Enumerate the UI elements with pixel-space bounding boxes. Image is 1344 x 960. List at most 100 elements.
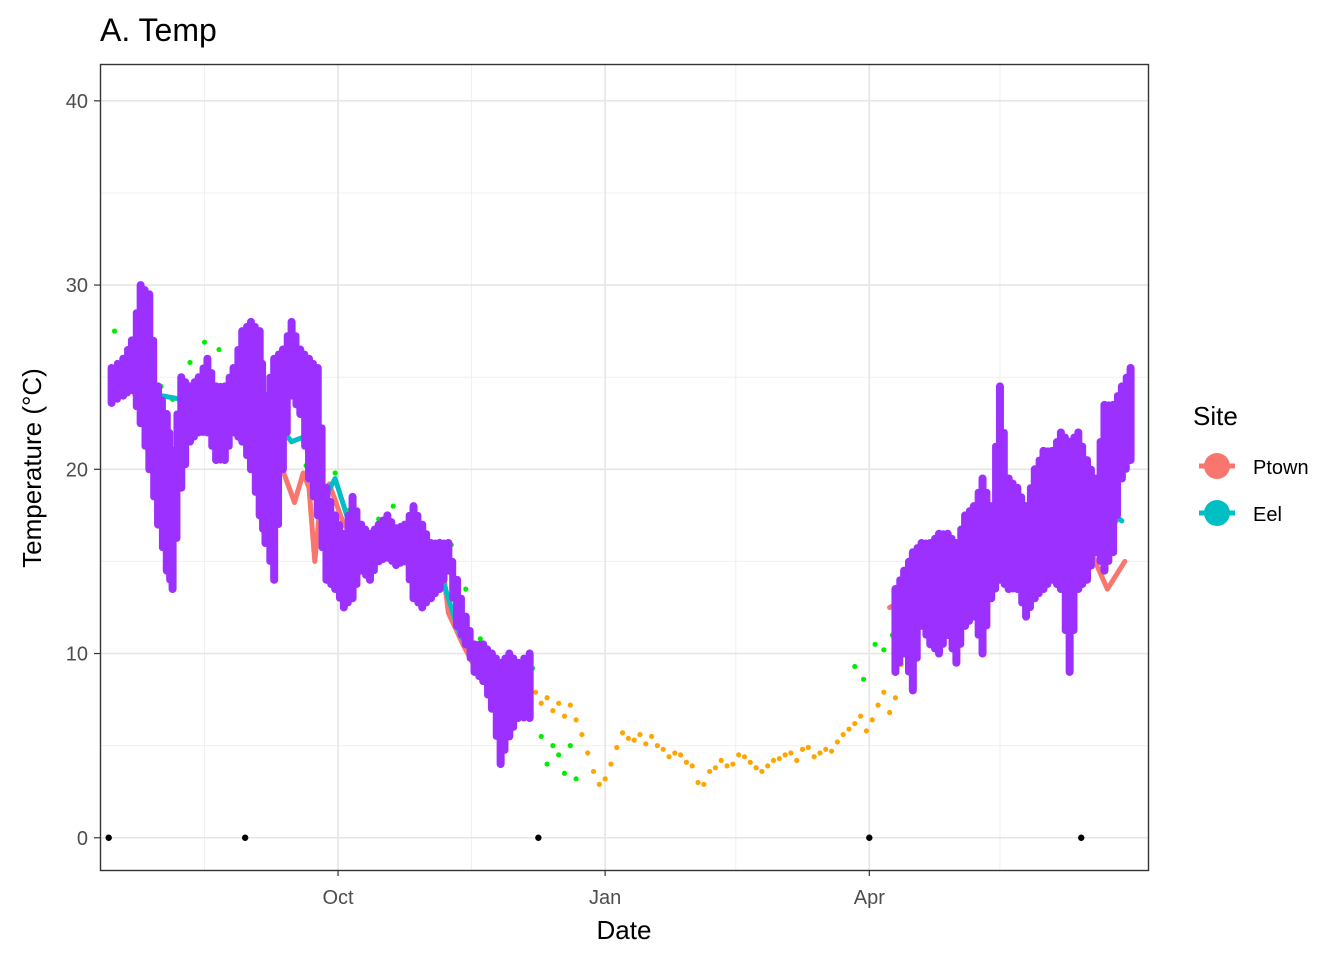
- data-point: [863, 728, 870, 734]
- y-tick-label: 0: [77, 828, 88, 850]
- data-point: [857, 713, 864, 719]
- x-axis: Oct Jan Apr: [322, 870, 885, 909]
- data-point: [477, 636, 483, 642]
- x-tick-label: Jan: [589, 887, 621, 909]
- data-point: [602, 776, 608, 782]
- data-point: [776, 755, 782, 762]
- data-point: [794, 757, 800, 763]
- data-point: [187, 359, 193, 366]
- data-point: [678, 752, 684, 758]
- data-point: [241, 834, 249, 841]
- data-point: [730, 761, 736, 767]
- data-point: [538, 700, 544, 706]
- data-point: [782, 752, 788, 758]
- data-point: [332, 470, 338, 476]
- data-point: [869, 717, 875, 723]
- data-point: [852, 663, 858, 670]
- data-point: [672, 750, 678, 756]
- data-point: [892, 695, 899, 701]
- data-point: [805, 744, 811, 751]
- data-point: [643, 741, 649, 747]
- data-point: [590, 768, 597, 775]
- data-point: [567, 702, 573, 708]
- data-point: [550, 743, 556, 749]
- data-point: [561, 770, 568, 776]
- data-point: [585, 750, 591, 756]
- data-point: [556, 752, 562, 758]
- data-point: [614, 744, 620, 751]
- data-point: [573, 776, 579, 782]
- y-axis: 0 10 20 30 40: [66, 91, 100, 850]
- data-point: [619, 730, 626, 736]
- data-point: [875, 702, 881, 708]
- data-point: [631, 737, 637, 743]
- data-point: [718, 757, 724, 763]
- data-point: [538, 733, 544, 740]
- data-point: [866, 834, 873, 841]
- y-tick-label: 30: [66, 275, 88, 297]
- data-point: [561, 713, 568, 719]
- data-point: [840, 731, 846, 738]
- series-band: [107, 281, 1135, 769]
- legend-label: Ptown: [1253, 457, 1309, 479]
- legend: Site Ptown Eel: [1193, 401, 1309, 526]
- x-tick-label: Apr: [854, 887, 885, 909]
- data-point: [846, 726, 852, 732]
- data-point: [532, 689, 539, 695]
- data-point: [1078, 834, 1085, 841]
- data-point: [654, 743, 660, 749]
- data-point: [741, 754, 748, 760]
- legend-key-dot: [1204, 500, 1230, 526]
- y-tick-label: 20: [66, 459, 88, 481]
- data-point: [852, 720, 858, 727]
- data-point: [881, 689, 887, 695]
- legend-title: Site: [1193, 401, 1238, 431]
- data-point: [753, 765, 759, 771]
- data-point: [556, 700, 562, 706]
- y-tick-label: 10: [66, 644, 88, 666]
- data-point: [887, 709, 893, 716]
- data-point: [770, 757, 777, 763]
- series-points: [518, 661, 904, 787]
- data-point: [736, 752, 742, 758]
- data-point: [567, 743, 573, 749]
- data-point: [683, 759, 690, 765]
- data-point: [872, 641, 878, 647]
- data-point: [860, 676, 867, 682]
- data-point: [817, 750, 823, 756]
- data-point: [105, 834, 112, 841]
- data-point: [608, 761, 614, 767]
- legend-key: [1199, 500, 1235, 526]
- data-point: [390, 503, 396, 509]
- data-point: [550, 708, 556, 714]
- data-point: [701, 781, 707, 787]
- legend-label: Eel: [1253, 504, 1282, 526]
- y-tick-label: 40: [66, 91, 88, 113]
- data-point: [637, 731, 643, 738]
- data-point: [828, 748, 835, 754]
- data-point: [544, 761, 550, 767]
- data-point: [579, 731, 585, 738]
- plot-panel-border: [99, 63, 1150, 872]
- data-point: [596, 781, 602, 787]
- series-points: [105, 834, 1085, 841]
- data-point: [765, 763, 771, 769]
- data-point: [712, 765, 719, 771]
- data-point: [823, 746, 829, 752]
- data-point: [216, 346, 222, 353]
- data-point: [724, 763, 730, 769]
- data-point: [535, 834, 542, 841]
- data-point: [666, 754, 672, 760]
- data-point: [111, 328, 118, 334]
- data-point: [747, 759, 753, 765]
- data-point: [463, 586, 469, 592]
- plot-marks: [105, 281, 1135, 841]
- data-point: [573, 717, 579, 723]
- y-axis-title: Temperature (°C): [17, 368, 47, 568]
- data-point: [544, 695, 550, 701]
- data-point: [625, 735, 631, 741]
- data-point: [834, 739, 840, 745]
- chart-title: A. Temp: [100, 12, 217, 48]
- data-point: [689, 763, 695, 769]
